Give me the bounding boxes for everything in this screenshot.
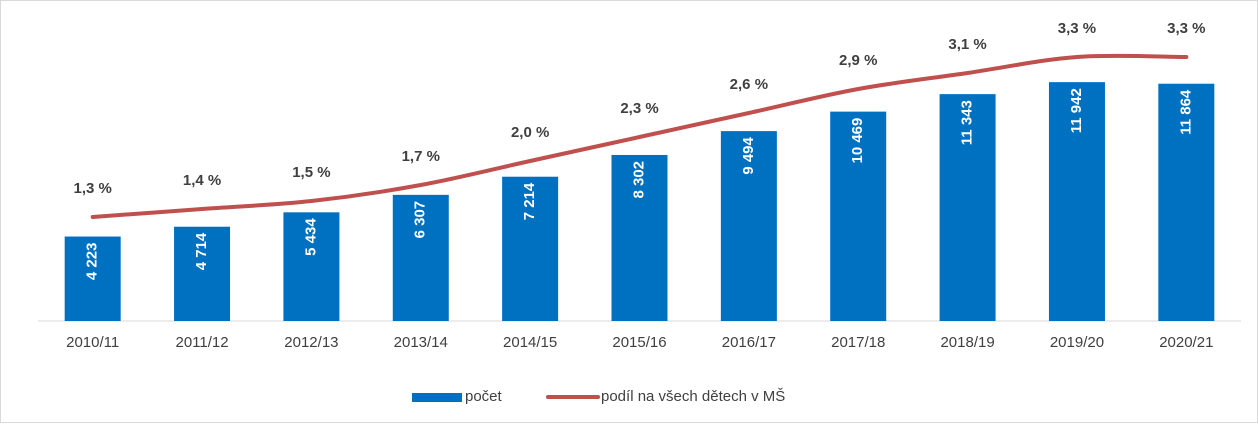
x-tick-label: 2015/16	[612, 334, 666, 351]
x-tick-label: 2011/12	[175, 334, 228, 351]
bar	[1048, 82, 1105, 321]
line-label: 2,3 %	[620, 100, 658, 117]
bar	[830, 111, 887, 322]
x-tick-label: 2012/13	[284, 334, 338, 351]
bar	[283, 212, 340, 321]
line-label: 2,9 %	[839, 52, 877, 69]
x-tick-label: 2019/20	[1050, 334, 1104, 351]
bar-label: 11 864	[1177, 89, 1194, 135]
x-tick-label: 2020/21	[1159, 334, 1213, 351]
bar	[1158, 83, 1215, 321]
line-label: 1,5 %	[292, 164, 330, 181]
bar-label: 10 469	[849, 118, 866, 164]
legend-swatch	[412, 393, 462, 402]
bar	[502, 176, 559, 321]
bar-label: 4 223	[84, 243, 101, 281]
bar-label: 11 343	[959, 100, 976, 145]
legend-label: podíl na všech dětech v MŠ	[601, 388, 785, 405]
bar	[939, 94, 996, 321]
x-tick-label: 2016/17	[722, 334, 776, 351]
x-tick-label: 2010/11	[66, 334, 119, 351]
line-label: 3,1 %	[948, 36, 986, 53]
line-label: 1,3 %	[74, 180, 112, 197]
bar-label: 5 434	[302, 218, 319, 256]
bar-label: 6 307	[412, 201, 429, 239]
line-label: 1,4 %	[183, 172, 221, 189]
bar-label: 7 214	[521, 182, 538, 220]
bar	[720, 131, 777, 321]
bar	[392, 194, 449, 321]
x-tick-label: 2018/19	[940, 334, 994, 351]
bar	[611, 154, 668, 321]
x-tick-label: 2013/14	[394, 334, 448, 351]
line-label: 2,0 %	[511, 124, 549, 141]
line	[90, 53, 1189, 219]
x-tick-label: 2014/15	[503, 334, 557, 351]
bar-label: 8 302	[630, 161, 647, 199]
bar-label: 4 714	[193, 232, 210, 270]
line-label: 3,3 %	[1058, 20, 1096, 37]
line-label: 1,7 %	[402, 148, 440, 165]
bar-label: 11 942	[1068, 88, 1085, 133]
x-tick-label: 2017/18	[831, 334, 885, 351]
legend-label: počet	[465, 388, 503, 405]
bar-label: 9 494	[740, 136, 757, 174]
bar	[174, 226, 231, 321]
line-label: 3,3 %	[1167, 20, 1205, 37]
line-label: 2,6 %	[730, 76, 768, 93]
bar	[64, 236, 121, 321]
